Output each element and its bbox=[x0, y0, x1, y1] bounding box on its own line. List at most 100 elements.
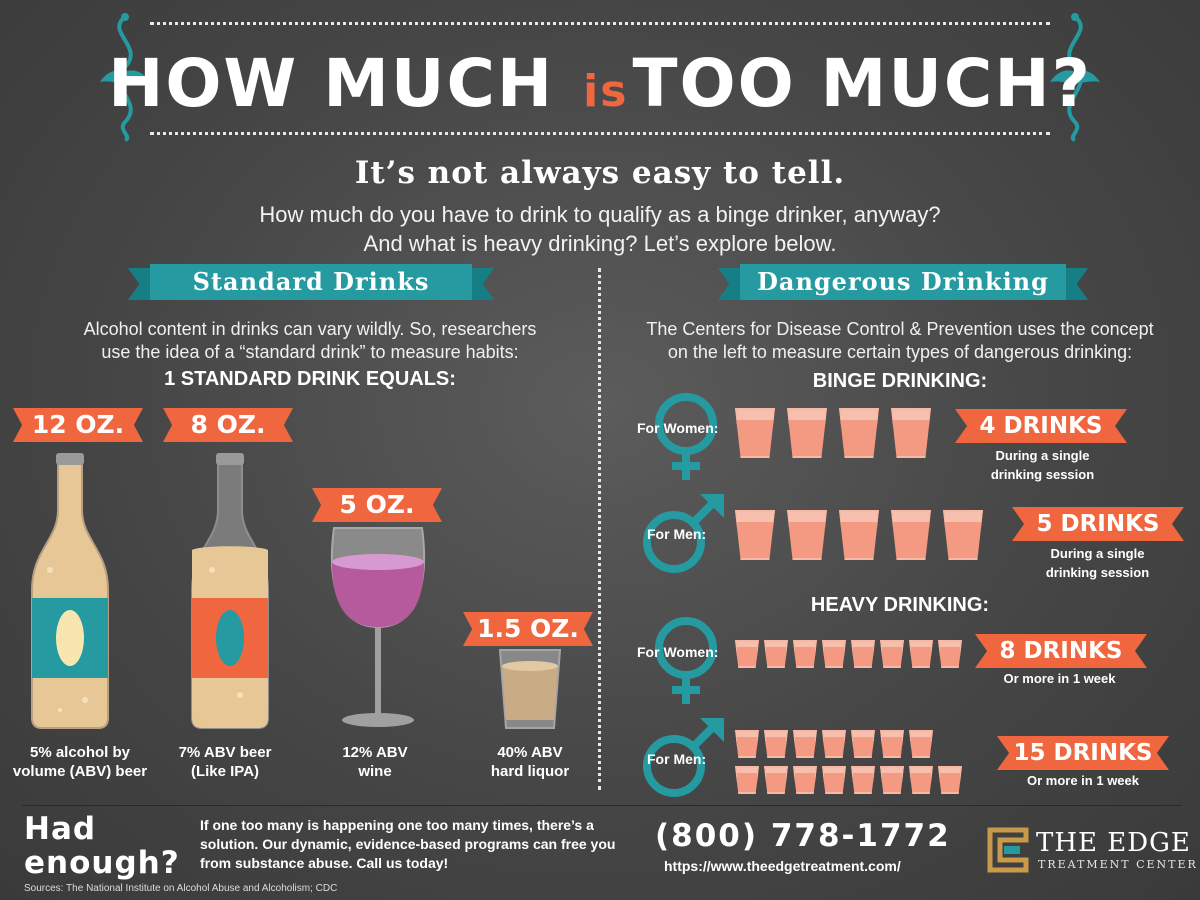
cup-icon bbox=[822, 640, 846, 668]
cup-icon bbox=[735, 640, 759, 668]
cup-icon bbox=[735, 408, 775, 458]
size-flag-ipa: 8 OZ. bbox=[163, 408, 293, 442]
standard-drinks-title: Standard Drinks bbox=[150, 264, 472, 300]
male-symbol-icon bbox=[643, 494, 724, 573]
standard-drinks-ribbon: Standard Drinks bbox=[128, 264, 494, 302]
heavy-men-label: For Men: bbox=[647, 751, 707, 767]
ipa-bottle-icon bbox=[191, 453, 269, 729]
size-flag-liquor: 1.5 OZ. bbox=[463, 612, 593, 646]
cup-icon bbox=[787, 510, 827, 560]
cup-icon bbox=[891, 408, 931, 458]
cup-icon bbox=[764, 730, 788, 758]
cup-icon bbox=[938, 766, 962, 794]
caption-wine-l1: 12% ABV bbox=[342, 744, 408, 761]
had-enough-heading: Had enough? bbox=[24, 812, 180, 880]
cup-icon bbox=[793, 730, 817, 758]
caption-ipa-l1: 7% ABV beer bbox=[178, 744, 272, 761]
cup-icon bbox=[839, 408, 879, 458]
cup-icon bbox=[909, 766, 933, 794]
caption-liquor-l2: hard liquor bbox=[490, 763, 570, 780]
cup-icon bbox=[793, 640, 817, 668]
caption-ipa-l2: (Like IPA) bbox=[190, 763, 260, 780]
cup-icon bbox=[822, 766, 846, 794]
cup-icon bbox=[764, 766, 788, 794]
dangerous-drinking-ribbon: Dangerous Drinking bbox=[718, 264, 1088, 302]
cup-icon bbox=[851, 640, 875, 668]
cup-icon bbox=[787, 408, 827, 458]
heavy-women-count: 8 DRINKS bbox=[975, 634, 1147, 668]
brand-subtitle: TREATMENT CENTER bbox=[1038, 858, 1198, 871]
right-ornament-icon bbox=[1050, 13, 1100, 142]
cup-icon bbox=[793, 766, 817, 794]
brand-name: THE EDGE bbox=[1036, 828, 1191, 858]
title-part2: TOO MUCH? bbox=[632, 45, 1092, 122]
cup-icon bbox=[735, 730, 759, 758]
size-flag-beer: 12 OZ. bbox=[13, 408, 143, 442]
had-line-2: enough? bbox=[24, 845, 180, 881]
cup-icon bbox=[735, 766, 759, 794]
cup-icon bbox=[909, 730, 933, 758]
footer-divider bbox=[22, 805, 1182, 806]
binge-women-label: For Women: bbox=[637, 420, 719, 436]
cup-icon bbox=[938, 640, 962, 668]
title-dotted-divider bbox=[150, 132, 1050, 135]
heavy-men-note: Or more in 1 week bbox=[1027, 773, 1139, 788]
edge-logo-icon bbox=[987, 827, 1029, 873]
heavy-women-note: Or more in 1 week bbox=[1003, 671, 1116, 686]
page-title: HOW MUCH isTOO MUCH? bbox=[0, 45, 1200, 122]
binge-heading: BINGE DRINKING: bbox=[812, 370, 988, 392]
binge-women-count: 4 DRINKS bbox=[955, 409, 1127, 443]
cup-icon bbox=[909, 640, 933, 668]
heavy-men-count: 15 DRINKS bbox=[997, 736, 1169, 770]
cup-icon bbox=[735, 510, 775, 560]
binge-women-note-l2: drinking session bbox=[990, 467, 1095, 482]
standard-equals-heading: 1 STANDARD DRINK EQUALS: bbox=[164, 368, 456, 390]
intro-line-1: How much do you have to drink to qualify… bbox=[259, 202, 941, 227]
caption-liquor-l1: 40% ABV bbox=[497, 744, 563, 761]
cup-icon bbox=[943, 510, 983, 560]
top-dotted-divider bbox=[150, 22, 1050, 25]
cup-icon bbox=[880, 730, 904, 758]
cta-text: If one too many is happening one too man… bbox=[200, 817, 616, 871]
beer-bottle-icon bbox=[31, 453, 109, 729]
standard-text-1: Alcohol content in drinks can vary wildl… bbox=[83, 319, 537, 339]
heavy-women-label: For Women: bbox=[637, 644, 719, 660]
male-symbol-icon bbox=[643, 718, 724, 797]
left-ornament-icon bbox=[100, 13, 150, 142]
cup-icon bbox=[839, 510, 879, 560]
title-is: is bbox=[583, 66, 629, 117]
center-dotted-divider bbox=[598, 268, 601, 790]
phone-number[interactable]: (800) 778-1772 bbox=[655, 818, 951, 854]
title-part1: HOW MUCH bbox=[108, 45, 555, 122]
website-link[interactable]: https://www.theedgetreatment.com/ bbox=[664, 858, 901, 874]
cup-icon bbox=[851, 730, 875, 758]
dangerous-drinking-title: Dangerous Drinking bbox=[740, 264, 1066, 300]
standard-text-2: use the idea of a “standard drink” to me… bbox=[101, 342, 519, 362]
subtitle: It’s not always easy to tell. bbox=[354, 155, 846, 191]
cup-icon bbox=[851, 766, 875, 794]
sources-text: Sources: The National Institute on Alcoh… bbox=[24, 883, 338, 894]
female-symbol-icon bbox=[655, 393, 717, 480]
caption-beer-l1: 5% alcohol by bbox=[29, 744, 131, 761]
cup-icon bbox=[880, 766, 904, 794]
cup-icon bbox=[880, 640, 904, 668]
cup-icon bbox=[822, 730, 846, 758]
binge-women-note-l1: During a single bbox=[995, 448, 1090, 463]
cup-icon bbox=[891, 510, 931, 560]
heavy-heading: HEAVY DRINKING: bbox=[810, 594, 990, 616]
cup-icon bbox=[764, 640, 788, 668]
dangerous-text-1: The Centers for Disease Control & Preven… bbox=[646, 319, 1154, 339]
intro-line-2: And what is heavy drinking? Let’s explor… bbox=[363, 231, 837, 256]
binge-men-note-l2: drinking session bbox=[1045, 565, 1150, 580]
shot-glass-icon bbox=[498, 649, 562, 729]
binge-men-label: For Men: bbox=[647, 526, 707, 542]
binge-men-note-l1: During a single bbox=[1050, 546, 1145, 561]
caption-beer-l2: volume (ABV) beer bbox=[12, 763, 148, 780]
size-flag-wine: 5 OZ. bbox=[312, 488, 442, 522]
had-line-1: Had bbox=[24, 811, 97, 847]
caption-wine-l2: wine bbox=[358, 763, 392, 780]
dangerous-text-2: on the left to measure certain types of … bbox=[667, 342, 1133, 362]
binge-men-count: 5 DRINKS bbox=[1012, 507, 1184, 541]
wine-glass-icon bbox=[330, 527, 426, 727]
female-symbol-icon bbox=[655, 617, 717, 704]
